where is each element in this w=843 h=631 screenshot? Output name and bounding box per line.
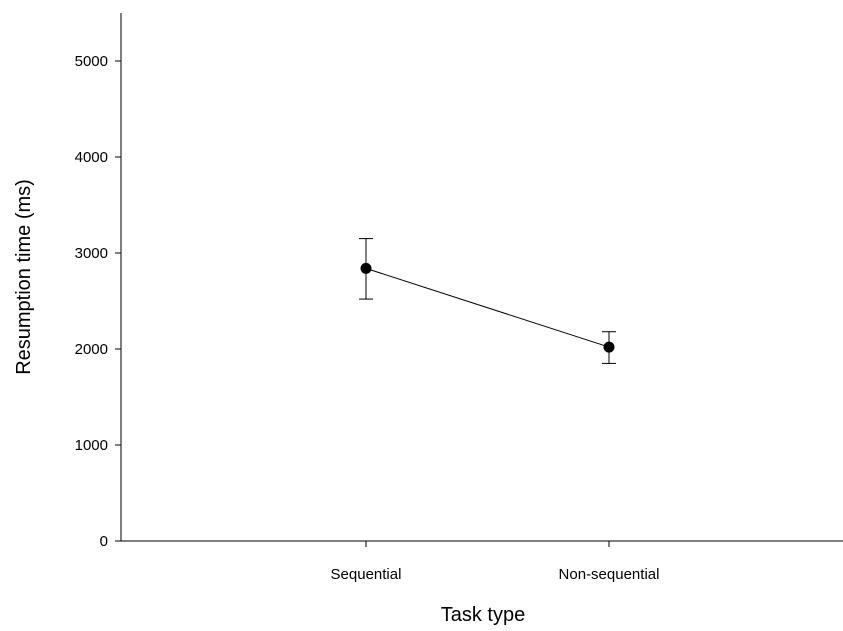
series-line — [365, 267, 610, 348]
y-tick-label: 5000 — [75, 53, 108, 70]
y-tick-label: 2000 — [75, 341, 108, 358]
x-tick-label: Non-sequential — [559, 566, 660, 583]
plot-area — [359, 238, 616, 364]
data-point — [603, 341, 615, 353]
x-tick-label: Sequential — [331, 566, 402, 583]
y-ticks: 0 1000 2000 3000 4000 5000 — [75, 53, 121, 550]
y-tick-label: 0 — [100, 533, 108, 550]
x-ticks: Sequential Non-sequential — [331, 541, 660, 583]
x-axis-title: Task type — [441, 604, 525, 626]
y-tick-label: 1000 — [75, 437, 108, 454]
y-tick-label: 3000 — [75, 245, 108, 262]
axes: 0 1000 2000 3000 4000 5000 Sequential Non-sequ… — [75, 13, 843, 583]
y-axis-title: Resumption time (ms) — [13, 179, 35, 375]
y-tick-label: 4000 — [75, 149, 108, 166]
data-point — [360, 262, 372, 274]
